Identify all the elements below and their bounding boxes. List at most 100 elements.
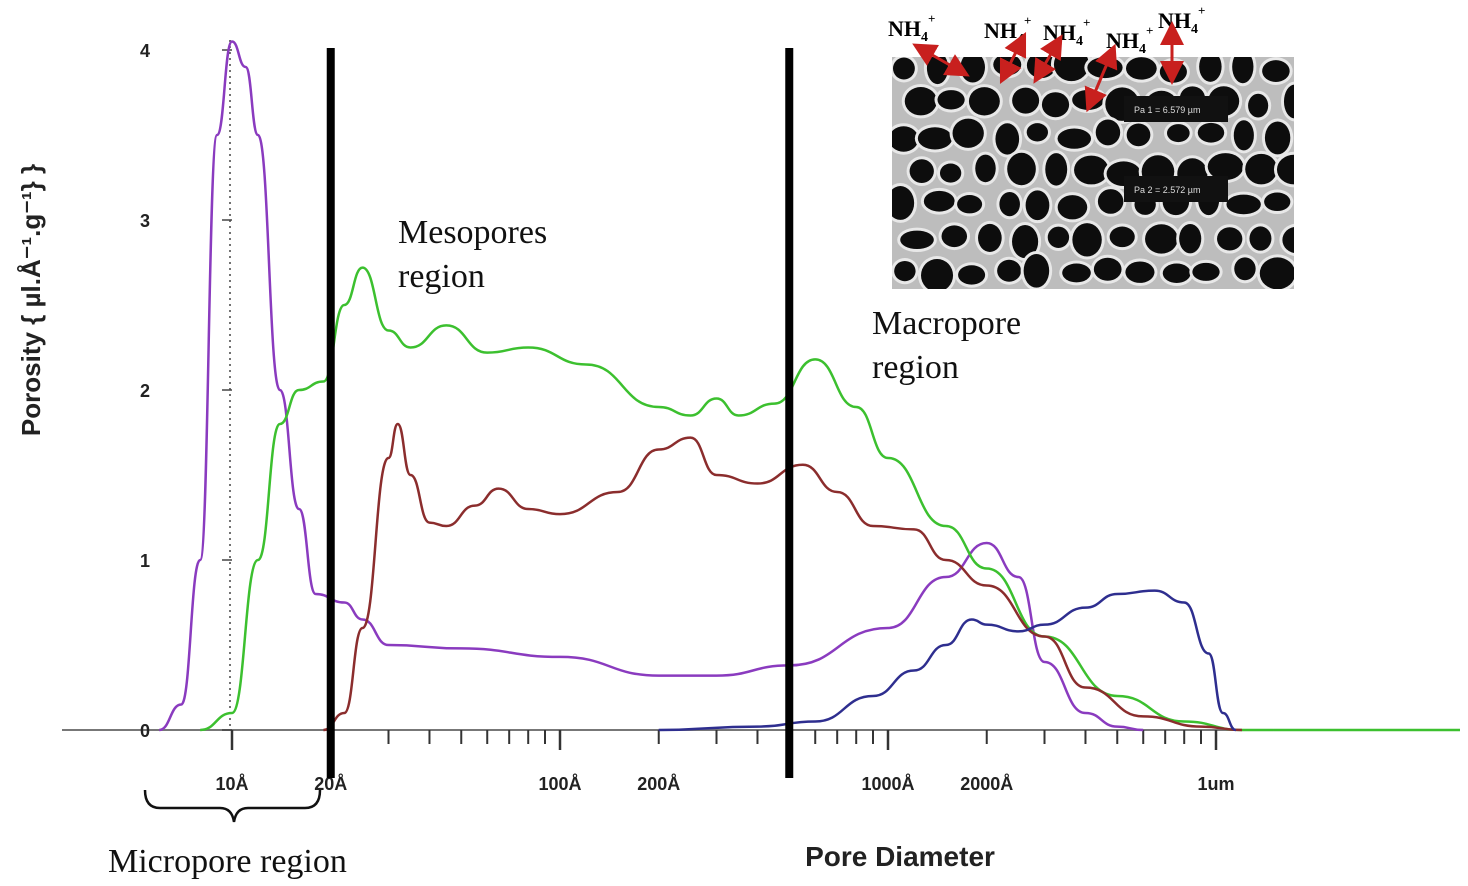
sem-micrograph-inset: Pa 1 = 6.579 µm Pa 2 = 2.572 µm	[892, 57, 1294, 289]
series-line-1	[158, 40, 1144, 732]
pore	[892, 126, 919, 152]
pore	[957, 195, 983, 214]
pore	[892, 57, 915, 80]
pore	[1226, 194, 1261, 215]
micropore-brace	[143, 789, 322, 823]
ammonium-ion-annotations: NH4+ NH4+ NH4+NH4+ NH4+	[888, 3, 1205, 113]
pore	[1264, 121, 1291, 155]
pore	[952, 118, 984, 148]
pore	[1125, 57, 1157, 80]
pore	[960, 57, 985, 83]
pore	[1012, 225, 1039, 259]
series-line-2	[200, 266, 1274, 732]
pore	[920, 258, 954, 289]
pore	[1095, 119, 1121, 146]
pore	[1074, 155, 1109, 185]
sem-scale-label-1: Pa 1 = 6.579 µm	[1134, 105, 1200, 115]
pore	[1007, 152, 1036, 186]
pore	[1179, 224, 1202, 254]
ammonium-ion-label: NH4+	[888, 11, 935, 45]
pore	[1248, 93, 1269, 118]
pore	[1097, 189, 1124, 214]
region-boundary-bar-1	[326, 48, 335, 778]
x-axis-ticks: 10Å 20Å 100Å 200Å 1000Å 2000Å 1um	[215, 730, 1235, 794]
pore	[1233, 120, 1254, 151]
pore	[909, 159, 934, 183]
pore	[1232, 57, 1254, 84]
pore	[1192, 262, 1220, 281]
pore	[1262, 60, 1290, 82]
y-tick-label: 3	[140, 211, 150, 231]
pore	[1012, 87, 1040, 114]
pore	[975, 154, 996, 183]
ammonium-ion-label: NH4+	[984, 13, 1031, 47]
sem-scale-label-2: Pa 2 = 2.572 µm	[1134, 185, 1200, 195]
pore	[1126, 123, 1151, 147]
pore	[1197, 122, 1225, 143]
series-line-3	[323, 422, 1243, 732]
pore	[1057, 195, 1088, 220]
pore	[1283, 84, 1294, 119]
pore	[1282, 226, 1294, 253]
pore	[1026, 123, 1049, 142]
pore	[1025, 190, 1050, 221]
pore	[1264, 192, 1291, 212]
pore	[1023, 253, 1050, 288]
mesopores-region-label: Mesopores region	[398, 214, 556, 295]
region-boundary-bar-2	[785, 48, 794, 778]
ammonium-ion-label: NH4+	[1043, 15, 1090, 49]
y-tick-label: 2	[140, 381, 150, 401]
y-tick-label: 4	[140, 41, 150, 61]
pore	[1145, 224, 1178, 254]
y-axis-title: Porosity { µl.Å⁻¹.g⁻¹} }	[16, 164, 46, 436]
ion-double-arrow	[1084, 43, 1118, 113]
pore	[1125, 261, 1155, 283]
ion-double-arrow	[912, 43, 970, 77]
pore	[999, 192, 1020, 217]
pore	[1045, 153, 1068, 186]
pore	[941, 225, 968, 248]
pore	[1245, 153, 1278, 185]
y-axis-ticks: 0 1 2 3 4	[140, 41, 232, 741]
macropore-region-label: Macropore region	[872, 305, 1030, 386]
pore	[968, 87, 1000, 116]
x-tick-label: 10Å	[215, 774, 248, 794]
ammonium-ion-label: NH4+	[1106, 23, 1153, 57]
region-boundaries	[326, 48, 794, 778]
ion-double-arrow	[999, 31, 1027, 85]
pore	[900, 230, 934, 250]
pore	[1207, 153, 1244, 181]
pore	[1109, 226, 1135, 248]
x-tick-label: 1000Å	[861, 774, 914, 794]
ammonium-ion-label: NH4+	[1158, 3, 1205, 37]
pore	[997, 259, 1022, 282]
pore	[892, 186, 915, 220]
pore	[1199, 57, 1222, 82]
series-lines	[158, 40, 1460, 732]
pore	[923, 190, 955, 212]
x-tick-label: 100Å	[538, 774, 581, 794]
pore	[1259, 257, 1294, 289]
pore	[1057, 128, 1092, 149]
pore	[1072, 223, 1102, 257]
pore	[937, 90, 965, 110]
x-axis-title: Pore Diameter	[805, 841, 995, 872]
pore	[939, 163, 962, 183]
pore	[1047, 226, 1070, 248]
pore	[1249, 226, 1272, 251]
pore	[958, 265, 986, 285]
pore	[1162, 263, 1191, 284]
pore	[1072, 89, 1105, 110]
pore	[995, 123, 1020, 155]
x-tick-label: 1um	[1197, 774, 1234, 794]
pore	[1053, 57, 1089, 82]
pore	[1093, 257, 1122, 281]
x-tick-label: 2000Å	[960, 774, 1013, 794]
pore	[917, 127, 953, 150]
x-tick-label: 20Å	[314, 774, 347, 794]
pore	[1041, 92, 1070, 118]
y-tick-label: 1	[140, 551, 150, 571]
pore	[1276, 154, 1294, 185]
micropore-region-label: Micropore region	[108, 843, 347, 880]
